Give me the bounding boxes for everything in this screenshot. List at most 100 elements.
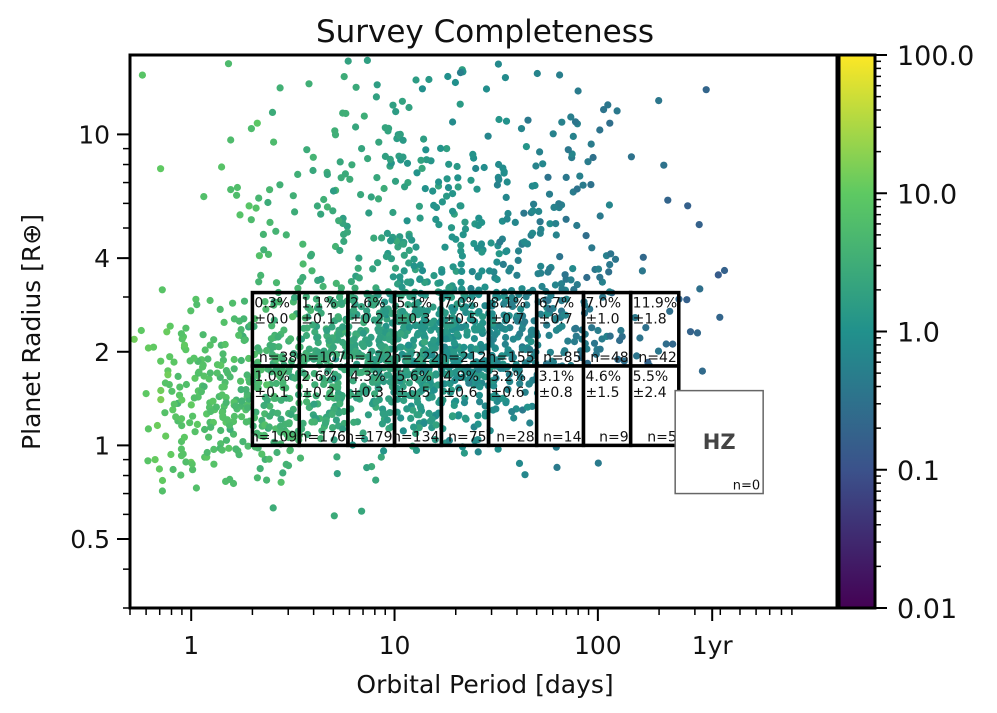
scatter-point xyxy=(415,424,423,432)
scatter-point xyxy=(476,383,484,391)
scatter-point xyxy=(212,403,220,411)
cell-count: n=5 xyxy=(647,429,677,445)
cell-error: ±0.5 xyxy=(443,312,477,328)
cell-occurrence: 4.3% xyxy=(350,369,386,385)
scatter-point xyxy=(458,349,466,358)
scatter-point xyxy=(230,315,238,323)
scatter-point xyxy=(386,155,394,163)
scatter-point xyxy=(303,391,311,399)
scatter-point xyxy=(564,146,572,154)
scatter-point xyxy=(599,293,607,301)
scatter-point xyxy=(368,347,376,355)
scatter-point xyxy=(588,324,596,332)
scatter-point xyxy=(177,330,185,338)
scatter-point xyxy=(537,310,545,318)
scatter-point xyxy=(169,406,177,414)
scatter-point xyxy=(263,381,271,389)
cell-count: n=172 xyxy=(345,350,392,366)
scatter-point xyxy=(400,251,408,259)
scatter-point xyxy=(508,300,516,308)
scatter-point xyxy=(473,185,481,193)
scatter-point xyxy=(398,283,406,291)
scatter-point xyxy=(474,448,482,456)
scatter-point xyxy=(366,353,374,361)
scatter-point xyxy=(537,269,545,277)
scatter-point xyxy=(386,409,394,417)
scatter-point xyxy=(335,331,343,339)
scatter-point xyxy=(333,453,341,461)
plot-frame xyxy=(128,53,839,610)
scatter-point xyxy=(177,471,185,479)
scatter-point xyxy=(311,381,319,389)
scatter-point xyxy=(302,331,311,340)
scatter-point xyxy=(432,421,440,429)
habitable-zone-box: HZ n=0 xyxy=(674,389,764,495)
scatter-point xyxy=(410,423,418,431)
scatter-point xyxy=(521,318,529,326)
scatter-point xyxy=(409,357,418,365)
scatter-point xyxy=(341,170,349,178)
scatter-point xyxy=(495,160,503,169)
scatter-point xyxy=(571,118,580,126)
colorbar-ticks: 0.01 0.1 1.0 10.0 100.0 xyxy=(875,41,974,625)
scatter-point xyxy=(254,344,262,352)
scatter-point xyxy=(511,218,519,226)
scatter-point xyxy=(508,294,516,302)
scatter-point xyxy=(170,400,178,408)
y-tick-label: 10 xyxy=(78,120,110,149)
scatter-point xyxy=(340,419,348,428)
scatter-point xyxy=(178,422,186,430)
cell-count: n=179 xyxy=(345,429,392,445)
scatter-point xyxy=(192,484,200,492)
scatter-point xyxy=(302,293,310,301)
scatter-point xyxy=(355,274,363,282)
scatter-point xyxy=(318,427,326,435)
cell-error: ±0.2 xyxy=(301,385,335,401)
scatter-point xyxy=(420,333,428,341)
scatter-point xyxy=(272,379,280,388)
scatter-point xyxy=(359,329,367,337)
scatter-point xyxy=(627,153,636,161)
scatter-point xyxy=(481,302,489,310)
scatter-point xyxy=(319,374,327,382)
scatter-point xyxy=(387,237,395,245)
scatter-point xyxy=(326,389,334,397)
scatter-point xyxy=(403,159,412,167)
scatter-point xyxy=(191,428,199,436)
scatter-point xyxy=(560,311,568,319)
y-axis-label: Planet Radius [R⊕] xyxy=(17,214,46,450)
scatter-point xyxy=(443,145,451,153)
scatter-point xyxy=(506,378,514,386)
scatter-point xyxy=(257,271,265,279)
scatter-point xyxy=(487,239,495,247)
scatter-point xyxy=(300,324,308,332)
scatter-point xyxy=(373,375,381,383)
hz-count: n=0 xyxy=(733,479,760,494)
scatter-point xyxy=(378,420,386,428)
scatter-point xyxy=(441,315,449,324)
scatter-point xyxy=(550,203,558,211)
scatter-point xyxy=(266,186,274,194)
scatter-point xyxy=(430,336,438,344)
scatter-point xyxy=(385,395,393,403)
scatter-point xyxy=(308,418,316,426)
scatter-point xyxy=(570,338,579,346)
scatter-point xyxy=(218,408,226,417)
scatter-point xyxy=(453,330,461,338)
scatter-point xyxy=(504,209,512,218)
scatter-point xyxy=(351,284,359,292)
scatter-point xyxy=(413,331,421,339)
scatter-point xyxy=(416,261,424,269)
scatter-point xyxy=(587,181,595,189)
scatter-point xyxy=(443,192,451,200)
scatter-point xyxy=(401,183,409,191)
scatter-point xyxy=(240,336,248,345)
scatter-point xyxy=(459,231,467,239)
cell-occurrence: 5.1% xyxy=(397,296,433,312)
scatter-point xyxy=(477,240,486,248)
cell-error: ±0.8 xyxy=(539,385,573,401)
scatter-point xyxy=(334,389,342,397)
x-tick-label: 1 xyxy=(183,631,199,660)
scatter-point xyxy=(461,225,470,233)
scatter-point xyxy=(579,181,587,189)
